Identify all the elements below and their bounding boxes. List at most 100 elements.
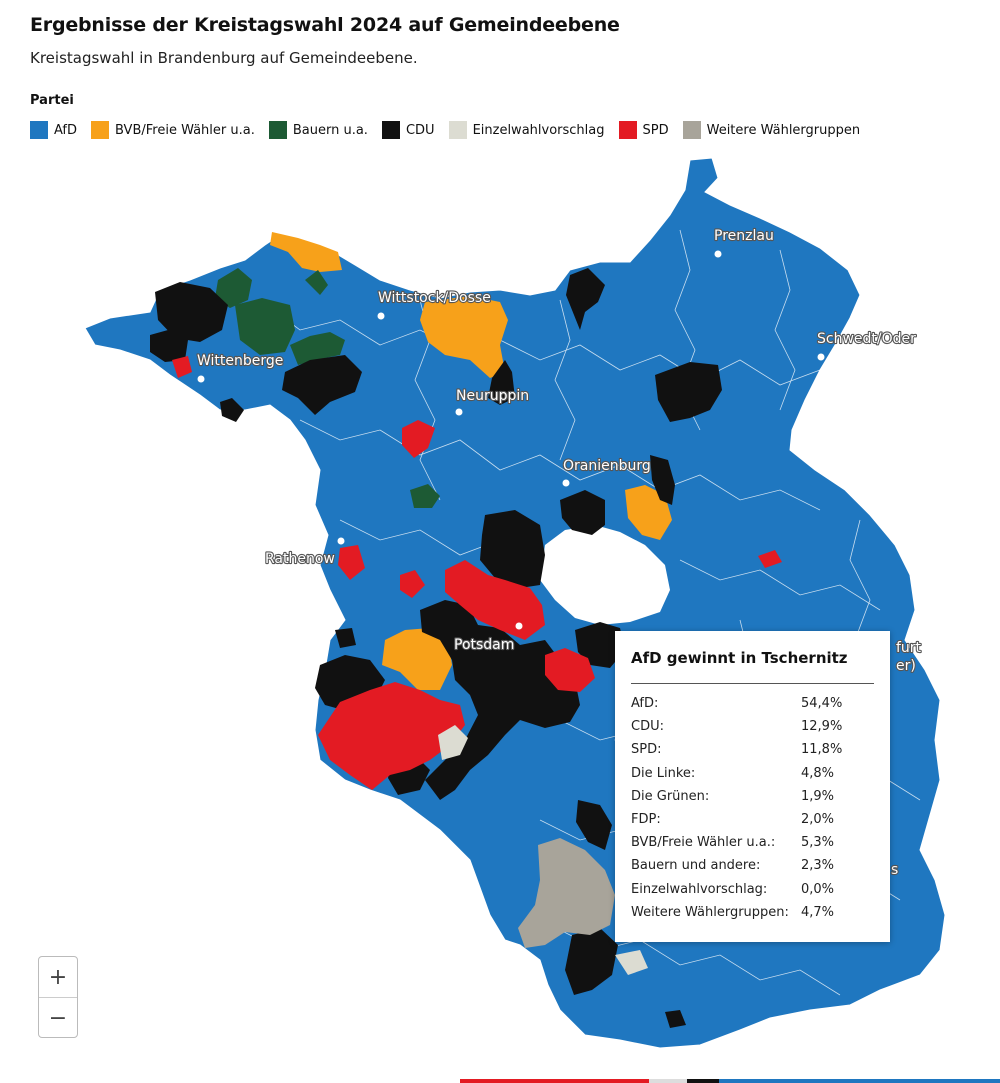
city-dot-prenzlau[interactable] bbox=[714, 250, 722, 258]
region-cdu-13[interactable] bbox=[335, 628, 356, 648]
region-spd-5[interactable] bbox=[445, 560, 545, 640]
tooltip-row: FDP: 2,0% bbox=[631, 808, 874, 831]
city-dot-wittstock[interactable] bbox=[377, 312, 385, 320]
tooltip-row: Einzelwahlvorschlag: 0,0% bbox=[631, 878, 874, 901]
region-cdu-3[interactable] bbox=[282, 355, 362, 415]
region-einzel-1[interactable] bbox=[438, 725, 468, 760]
tooltip-value: 1,9% bbox=[801, 788, 835, 804]
legend-swatch-einzelwahlvorschlag bbox=[448, 121, 467, 139]
region-cdu-8[interactable] bbox=[560, 490, 605, 535]
legend-title: Partei bbox=[30, 93, 74, 108]
tooltip-row: Die Grünen: 1,9% bbox=[631, 785, 874, 808]
city-label-wittstock: Wittstock/Dosse bbox=[378, 290, 491, 306]
city-label-oranienburg: Oranienburg bbox=[563, 458, 651, 474]
region-spd-2[interactable] bbox=[402, 420, 435, 458]
region-cdu-16[interactable] bbox=[565, 928, 618, 995]
region-cdu-1[interactable] bbox=[155, 282, 228, 342]
city-dot-oranienburg[interactable] bbox=[562, 479, 570, 487]
tooltip-party: Weitere Wählergruppen: bbox=[631, 904, 789, 920]
region-cdu-6[interactable] bbox=[488, 360, 515, 405]
region-bauern-5[interactable] bbox=[410, 484, 440, 508]
region-cdu-11[interactable] bbox=[575, 622, 625, 668]
chart-title: Ergebnisse der Kreistagswahl 2024 auf Ge… bbox=[30, 14, 620, 36]
legend-item-einzelwahlvorschlag[interactable]: Einzelwahlvorschlag bbox=[448, 121, 605, 139]
legend-label-spd: SPD bbox=[642, 122, 669, 138]
tooltip-party: AfD: bbox=[631, 696, 659, 711]
zoom-out-button[interactable]: − bbox=[39, 997, 77, 1037]
region-cdu-4[interactable] bbox=[220, 398, 244, 422]
legend-swatch-cdu bbox=[381, 121, 400, 139]
city-dot-neuruppin[interactable] bbox=[455, 408, 463, 416]
partial-label-oder: er) bbox=[896, 658, 916, 674]
tooltip-party: Die Grünen: bbox=[631, 788, 710, 804]
tooltip-party: Einzelwahlvorschlag: bbox=[631, 881, 768, 897]
tooltip-value: 5,3% bbox=[801, 835, 835, 851]
region-spd-6[interactable] bbox=[545, 648, 595, 692]
region-cdu-15[interactable] bbox=[576, 800, 612, 850]
city-dot-potsdam[interactable] bbox=[515, 622, 523, 630]
legend-item-spd[interactable]: SPD bbox=[618, 121, 669, 139]
city-label-prenzlau: Prenzlau bbox=[714, 228, 774, 244]
berlin-gap bbox=[540, 525, 670, 625]
city-label-wittenberge: Wittenberge bbox=[197, 353, 283, 369]
tooltip-party: Bauern und andere: bbox=[631, 858, 761, 874]
region-cdu-17[interactable] bbox=[665, 1010, 686, 1028]
region-bauern-4[interactable] bbox=[290, 332, 345, 365]
region-cdu-10[interactable] bbox=[480, 510, 545, 588]
region-cdu-5[interactable] bbox=[566, 268, 605, 330]
tooltip-row: Bauern und andere: 2,3% bbox=[631, 854, 874, 877]
region-bvb-north[interactable] bbox=[270, 232, 342, 272]
city-dot-schwedt[interactable] bbox=[817, 353, 825, 361]
legend-label-bvb: BVB/Freie Wähler u.a. bbox=[115, 122, 255, 138]
region-bauern-1[interactable] bbox=[215, 268, 252, 308]
legend-label-cdu: CDU bbox=[405, 122, 435, 138]
tooltip-party: BVB/Freie Wähler u.a.: bbox=[631, 835, 776, 851]
tooltip-row: AfD: 54,4% bbox=[631, 692, 874, 715]
region-cdu-9[interactable] bbox=[650, 455, 675, 505]
tooltip-party: Die Linke: bbox=[631, 765, 696, 781]
legend-item-weitere[interactable]: Weitere Wählergruppen bbox=[682, 121, 860, 139]
legend-item-afd[interactable]: AfD bbox=[30, 121, 77, 139]
zoom-control: + − bbox=[38, 956, 78, 1038]
region-cdu-7[interactable] bbox=[655, 362, 722, 422]
region-cdu-2[interactable] bbox=[150, 330, 188, 362]
region-einzel-2[interactable] bbox=[615, 950, 648, 975]
region-spd-1[interactable] bbox=[172, 356, 192, 378]
partial-label-frankfurt: furt bbox=[896, 640, 922, 656]
legend-item-bvb[interactable]: BVB/Freie Wähler u.a. bbox=[91, 121, 255, 139]
legend-swatch-bauern bbox=[268, 121, 287, 139]
region-spd-8[interactable] bbox=[758, 550, 782, 568]
tooltip-value: 0,0% bbox=[801, 881, 835, 897]
region-spd-7[interactable] bbox=[318, 682, 465, 790]
legend-swatch-spd bbox=[618, 121, 637, 139]
tooltip-value: 4,8% bbox=[801, 765, 835, 781]
tooltip-title: AfD gewinnt in Tschernitz bbox=[631, 649, 874, 684]
region-bauern-2[interactable] bbox=[235, 298, 295, 355]
city-label-schwedt: Schwedt/Oder bbox=[817, 331, 916, 347]
legend-swatch-bvb bbox=[91, 121, 110, 139]
region-spd-3[interactable] bbox=[338, 545, 365, 580]
tooltip-value: 2,0% bbox=[801, 812, 835, 828]
legend-item-bauern[interactable]: Bauern u.a. bbox=[268, 121, 368, 139]
tooltip-party: FDP: bbox=[631, 812, 661, 828]
zoom-in-button[interactable]: + bbox=[48, 964, 68, 990]
region-bvb-potsdam[interactable] bbox=[382, 628, 452, 690]
legend-label-einzelwahlvorschlag: Einzelwahlvorschlag bbox=[472, 122, 605, 138]
region-bvb-wittstock[interactable] bbox=[420, 296, 508, 378]
region-bauern-3[interactable] bbox=[305, 270, 328, 295]
city-label-neuruppin: Neuruppin bbox=[456, 388, 529, 404]
tooltip-value: 54,4% bbox=[801, 696, 843, 711]
region-spd-4[interactable] bbox=[400, 570, 425, 598]
legend: AfD BVB/Freie Wähler u.a. Bauern u.a. CD… bbox=[30, 121, 874, 139]
legend-label-bauern: Bauern u.a. bbox=[292, 122, 368, 138]
city-dot-wittenberge[interactable] bbox=[197, 375, 205, 383]
municipality-tooltip: AfD gewinnt in Tschernitz AfD: 54,4% CDU:… bbox=[615, 631, 890, 942]
region-weitere-1[interactable] bbox=[518, 838, 615, 948]
legend-item-cdu[interactable]: CDU bbox=[381, 121, 435, 139]
party-regions bbox=[150, 232, 782, 1028]
city-markers: Prenzlau Wittstock/Dosse Schwedt/Oder Wi… bbox=[196, 227, 923, 879]
tooltip-row: Weitere Wählergruppen: 4,7% bbox=[631, 901, 874, 924]
city-dot-rathenow[interactable] bbox=[337, 537, 345, 545]
tooltip-value: 12,9% bbox=[801, 719, 843, 735]
partial-label-cottbus: s bbox=[891, 862, 898, 878]
